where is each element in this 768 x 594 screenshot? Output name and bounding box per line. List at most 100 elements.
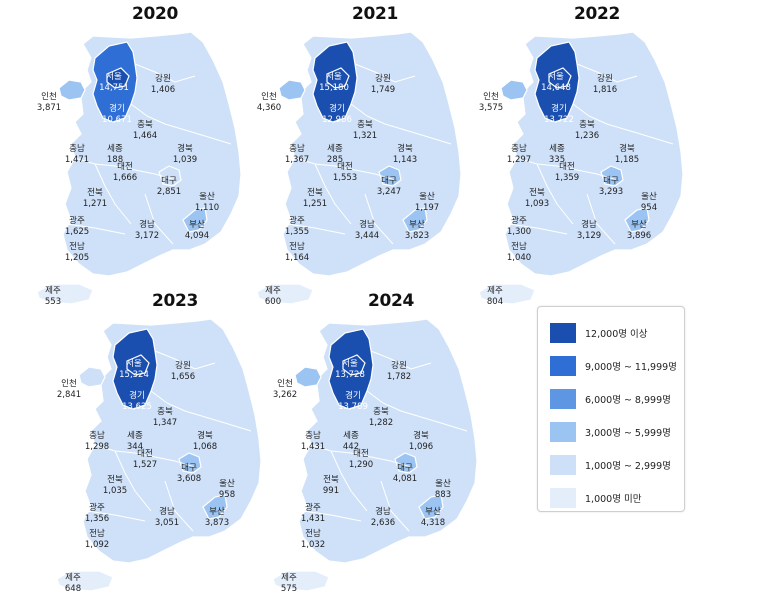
legend-item: 3,000명 ~ 5,999명	[550, 415, 684, 448]
legend-label: 1,000명 미만	[585, 491, 641, 505]
region-value: 4,081	[393, 474, 417, 485]
region-name: 충남	[65, 144, 89, 155]
region-value: 1,359	[555, 173, 579, 184]
region-value: 1,300	[507, 227, 531, 238]
region-name: 부산	[627, 220, 651, 231]
region-value: 1,093	[525, 199, 549, 210]
region-value: 1,032	[301, 540, 325, 551]
region-name: 광주	[507, 216, 531, 227]
region-value: 1,782	[387, 372, 411, 383]
region-name: 부산	[205, 507, 229, 518]
region-value: 1,355	[285, 227, 309, 238]
region-value: 14,648	[541, 83, 571, 94]
region-value: 1,749	[371, 85, 395, 96]
region-name: 울산	[195, 192, 219, 203]
region-name: 제주	[281, 573, 297, 584]
region-value: 15,180	[319, 83, 349, 94]
region-name: 충남	[85, 431, 109, 442]
legend-swatch	[550, 488, 576, 508]
region-value: 1,356	[85, 514, 109, 525]
region-name: 강원	[171, 361, 195, 372]
region-name: 경남	[155, 507, 179, 518]
region-name: 세종	[549, 144, 565, 155]
region-name: 충북	[369, 407, 393, 418]
region-name: 강원	[593, 74, 617, 85]
region-name: 대구	[377, 176, 401, 187]
region-name: 경북	[193, 431, 217, 442]
region-value: 4,318	[421, 518, 445, 529]
region-name: 경기	[338, 391, 368, 402]
region-name: 대전	[555, 162, 579, 173]
legend-swatch	[550, 422, 576, 442]
region-name: 제주	[65, 573, 81, 584]
region-value: 1,666	[113, 173, 137, 184]
region-name: 서울	[119, 359, 149, 370]
region-value: 4,360	[257, 103, 281, 114]
region-value: 3,873	[205, 518, 229, 529]
legend: 12,000명 이상 9,000명 ~ 11,999명 6,000명 ~ 8,9…	[537, 306, 685, 512]
region-value: 883	[435, 490, 451, 501]
region-value: 1,068	[193, 442, 217, 453]
region-value: 1,282	[369, 418, 393, 429]
region-value: 1,143	[393, 155, 417, 166]
region-name: 충남	[301, 431, 325, 442]
region-value: 14,751	[99, 83, 129, 94]
legend-item: 9,000명 ~ 11,999명	[550, 349, 684, 382]
region-name: 광주	[85, 503, 109, 514]
region-value: 1,406	[151, 85, 175, 96]
region-name: 경남	[355, 220, 379, 231]
region-value: 648	[65, 584, 81, 594]
region-name: 부산	[185, 220, 209, 231]
region-value: 3,575	[479, 103, 503, 114]
region-name: 울산	[435, 479, 451, 490]
legend-swatch	[550, 389, 576, 409]
legend-item: 6,000명 ~ 8,999명	[550, 382, 684, 415]
region-value: 1,347	[153, 418, 177, 429]
region-name: 경기	[322, 104, 352, 115]
region-shape-incheon	[295, 367, 321, 387]
region-value: 1,431	[301, 514, 325, 525]
region-value: 991	[323, 486, 339, 497]
region-name: 인천	[37, 92, 61, 103]
region-name: 강원	[371, 74, 395, 85]
legend-label: 9,000명 ~ 11,999명	[585, 359, 677, 373]
region-name: 서울	[99, 72, 129, 83]
region-value: 3,172	[135, 231, 159, 242]
region-value: 3,129	[577, 231, 601, 242]
region-value: 1,656	[171, 372, 195, 383]
region-name: 경남	[135, 220, 159, 231]
